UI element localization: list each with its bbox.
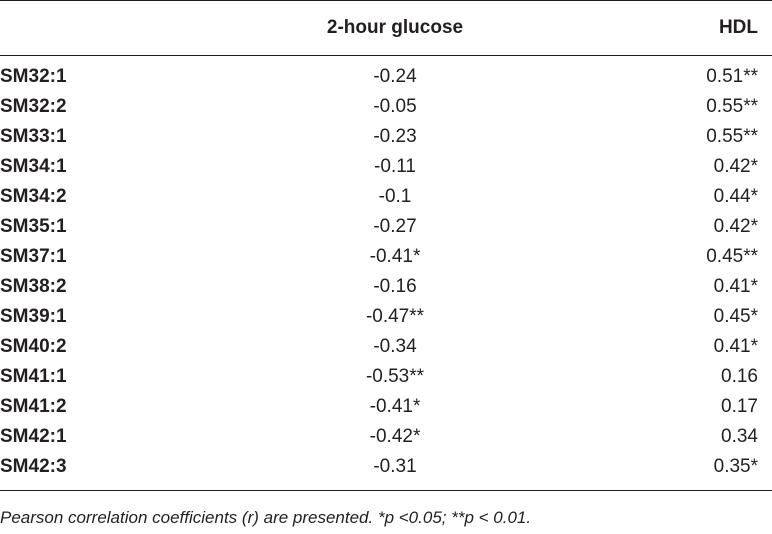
cell-hdl: 0.55** — [706, 126, 758, 147]
cell-hdl: 0.35* — [713, 456, 758, 477]
cell-2-hour-glucose: -0.05 — [373, 96, 417, 117]
table-header: 2-hour glucose HDL — [0, 0, 772, 56]
correlation-table-container: 2-hour glucose HDL SM32:1 -0.24 0.51** SM32… — [0, 0, 772, 491]
row-label: SM34:1 — [0, 156, 67, 177]
cell-2-hour-glucose: -0.23 — [373, 126, 417, 147]
table-row: SM34:1 -0.11 0.42* — [0, 152, 772, 182]
cell-hdl: 0.51** — [706, 66, 758, 87]
cell-2-hour-glucose: -0.1 — [378, 186, 412, 207]
cell-hdl: 0.45** — [706, 246, 758, 267]
table-row: SM32:2 -0.05 0.55** — [0, 92, 772, 122]
cell-2-hour-glucose: -0.41* — [369, 246, 421, 267]
table-row: SM40:2 -0.34 0.41* — [0, 332, 772, 362]
table-body: SM32:1 -0.24 0.51** SM32:2 -0.05 0.55** SM33:1… — [0, 56, 772, 491]
row-label: SM40:2 — [0, 336, 67, 357]
table-row: SM41:1 -0.53** 0.16 — [0, 362, 772, 392]
cell-2-hour-glucose: -0.24 — [373, 66, 417, 87]
cell-hdl: 0.41* — [713, 276, 758, 297]
header-2-hour-glucose: 2-hour glucose — [326, 17, 464, 38]
cell-hdl: 0.16 — [721, 366, 758, 387]
cell-hdl: 0.45* — [713, 306, 758, 327]
row-label: SM38:2 — [0, 276, 67, 297]
row-label: SM32:2 — [0, 96, 67, 117]
cell-2-hour-glucose: -0.16 — [373, 276, 417, 297]
table-footnote: Pearson correlation coefficients (r) are… — [0, 508, 532, 527]
table-row: SM35:1 -0.27 0.42* — [0, 212, 772, 242]
table-row: SM39:1 -0.47** 0.45* — [0, 302, 772, 332]
cell-hdl: 0.55** — [706, 96, 758, 117]
cell-2-hour-glucose: -0.53** — [365, 366, 425, 387]
row-label: SM34:2 — [0, 186, 67, 207]
header-row: 2-hour glucose HDL — [0, 0, 772, 56]
table-row: SM32:1 -0.24 0.51** — [0, 56, 772, 93]
cell-2-hour-glucose: -0.47** — [365, 306, 425, 327]
cell-2-hour-glucose: -0.41* — [369, 396, 421, 417]
cell-2-hour-glucose: -0.42* — [369, 426, 421, 447]
row-label: SM41:1 — [0, 366, 67, 387]
table-row: SM33:1 -0.23 0.55** — [0, 122, 772, 152]
row-label: SM35:1 — [0, 216, 67, 237]
cell-hdl: 0.42* — [713, 156, 758, 177]
row-label: SM39:1 — [0, 306, 67, 327]
cell-hdl: 0.41* — [713, 336, 758, 357]
cell-2-hour-glucose: -0.11 — [374, 156, 416, 177]
table-row: SM41:2 -0.41* 0.17 — [0, 392, 772, 422]
header-hdl: HDL — [718, 17, 758, 38]
row-label: SM42:3 — [0, 456, 67, 477]
table-row: SM42:3 -0.31 0.35* — [0, 452, 772, 491]
cell-hdl: 0.44* — [713, 186, 758, 207]
cell-2-hour-glucose: -0.27 — [373, 216, 417, 237]
correlation-table: 2-hour glucose HDL SM32:1 -0.24 0.51** SM32… — [0, 0, 772, 491]
cell-hdl: 0.34 — [721, 426, 758, 447]
row-label: SM41:2 — [0, 396, 67, 417]
table-row: SM37:1 -0.41* 0.45** — [0, 242, 772, 272]
table-row: SM42:1 -0.42* 0.34 — [0, 422, 772, 452]
cell-hdl: 0.17 — [721, 396, 758, 417]
table-row: SM38:2 -0.16 0.41* — [0, 272, 772, 302]
cell-hdl: 0.42* — [713, 216, 758, 237]
header-lipid-species — [0, 1, 200, 56]
row-label: SM42:1 — [0, 426, 67, 447]
row-label: SM33:1 — [0, 126, 67, 147]
table-row: SM34:2 -0.1 0.44* — [0, 182, 772, 212]
cell-2-hour-glucose: -0.31 — [373, 456, 417, 477]
row-label: SM32:1 — [0, 66, 67, 87]
cell-2-hour-glucose: -0.34 — [373, 336, 417, 357]
row-label: SM37:1 — [0, 246, 67, 267]
